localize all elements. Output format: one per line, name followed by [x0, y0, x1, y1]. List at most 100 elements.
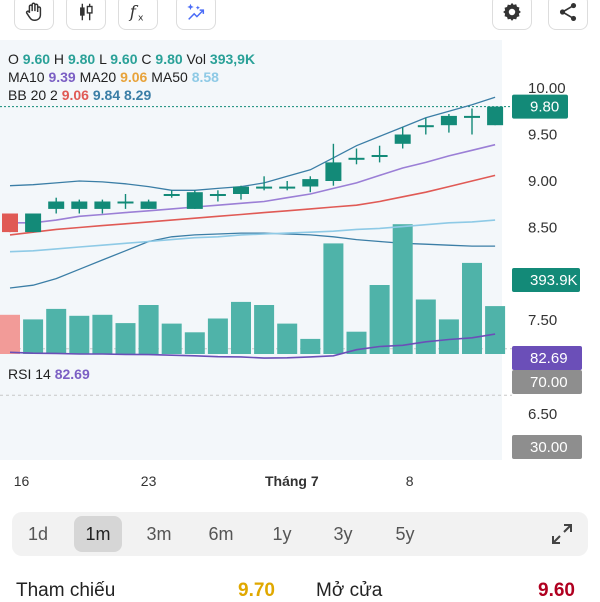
tab-6m[interactable]: 6m	[208, 524, 234, 544]
candle-body	[209, 194, 226, 196]
candle-body	[371, 155, 388, 157]
ohlc-legend: O 9.60 H 9.80 L 9.60 C 9.80 Vol 393,9K M…	[8, 50, 255, 104]
bb-lower-value: 9.06	[61, 87, 89, 103]
candlestick-icon	[80, 3, 93, 21]
settings-button[interactable]	[492, 0, 532, 30]
candle-body	[302, 179, 319, 187]
tab-1d[interactable]: 1d	[27, 524, 49, 544]
volume-bar	[92, 314, 113, 354]
candle-body	[325, 162, 342, 181]
candle-body	[348, 157, 365, 160]
rsi-value-badge-bg	[512, 346, 582, 370]
price-tick-label: 6.50	[528, 406, 557, 423]
tab-3m[interactable]: 3m	[146, 524, 172, 544]
volume-bar	[369, 285, 390, 354]
rsi-label: RSI 14	[8, 366, 51, 382]
x-tick-label: 8	[405, 473, 414, 489]
candle-body	[464, 115, 480, 118]
rsi-70-badge: 70.00	[530, 374, 568, 391]
reference-price-label: Tham chiếu	[16, 580, 116, 601]
ma10-label: MA10	[8, 69, 45, 85]
tab-3y[interactable]: 3y	[333, 524, 353, 544]
bb-label: BB 20 2	[8, 87, 58, 103]
share-button[interactable]	[548, 0, 588, 30]
svg-text:x: x	[138, 12, 144, 23]
volume-bar	[161, 323, 182, 354]
last-price-badge: 9.80	[530, 99, 559, 116]
ma20-value: 9.06	[120, 69, 148, 85]
ai-tools-button[interactable]	[176, 0, 216, 30]
low-label: L	[99, 51, 107, 67]
drawing-tools-button[interactable]	[14, 0, 54, 30]
volume-badge: 393.9K	[530, 272, 578, 289]
gear-icon	[503, 2, 521, 21]
ma10-value: 9.39	[48, 69, 76, 85]
volume-bar	[138, 305, 159, 354]
volume-bar	[184, 332, 205, 354]
low-value: 9.60	[110, 51, 138, 67]
bb-upper-value: 8.29	[124, 87, 152, 103]
rsi-line	[9, 333, 496, 359]
candle-body	[394, 134, 411, 144]
volume-bar	[300, 338, 321, 354]
tab-5y[interactable]: 5y	[395, 524, 415, 544]
volume-bar	[207, 318, 228, 354]
price-tick-label: 9.50	[528, 127, 557, 144]
candle-body	[256, 186, 273, 189]
tab-1y[interactable]: 1y	[272, 524, 292, 544]
close-value: 9.80	[155, 51, 183, 67]
volume-bar	[254, 305, 275, 354]
volume-bar	[277, 323, 298, 354]
price-tick-label: 9.00	[528, 173, 557, 190]
ma10-line	[10, 143, 496, 224]
volume-bar	[485, 306, 506, 354]
candle-body	[2, 213, 18, 233]
magic-icon	[187, 3, 205, 20]
candle-body	[440, 115, 457, 126]
ma50-line	[9, 219, 496, 253]
bb-upper-line	[9, 96, 496, 191]
volume-bar	[46, 308, 67, 354]
open-price-value: 9.60	[538, 580, 575, 601]
reference-price-value: 9.70	[238, 580, 275, 601]
tab-1m[interactable]: 1m	[74, 516, 122, 552]
volume-bar	[231, 301, 251, 354]
volume-bar	[23, 319, 44, 354]
candle-body	[279, 186, 296, 189]
ma20-line	[9, 174, 496, 236]
ma-row: MA10 9.39 MA20 9.06 MA50 8.58	[8, 68, 255, 86]
high-value: 9.80	[67, 51, 96, 67]
candle-body	[48, 201, 65, 209]
candle-body	[94, 201, 111, 209]
candle-body	[186, 192, 203, 209]
volume-bar	[69, 315, 90, 354]
volume-badge-bg	[512, 268, 580, 292]
x-tick-label: 16	[13, 473, 30, 489]
candle-body	[417, 125, 434, 128]
candle-body	[140, 201, 157, 209]
ma50-label: MA50	[151, 69, 188, 85]
volume-bar	[346, 331, 367, 354]
chart-type-button[interactable]	[66, 0, 106, 30]
bb-row: BB 20 2 9.06 9.84 8.29	[8, 86, 255, 104]
volume-value: 393,9K	[209, 51, 256, 67]
rsi-legend: RSI 14 82.69	[8, 366, 90, 382]
volume-bar	[323, 243, 344, 354]
ma50-value: 8.58	[191, 69, 219, 85]
share-icon	[559, 3, 577, 21]
rsi-value-badge: 82.69	[530, 350, 568, 367]
bb-lower-line	[9, 232, 496, 289]
price-tick-label: 10.00	[528, 80, 566, 97]
volume-bar	[392, 224, 413, 354]
period-tabs: 1d 1m 3m 6m 1y 3y 5y	[12, 512, 588, 556]
candle-body	[71, 201, 88, 209]
rsi-70-badge-bg	[512, 370, 582, 394]
price-chart[interactable]: 10.00 9.50 9.00 8.50 7.50 6.50 9.80 393.9K 82.69…	[0, 0, 600, 460]
rsi-30-badge-bg	[512, 435, 582, 459]
candle-body	[487, 106, 504, 126]
expand-icon[interactable]	[550, 522, 574, 546]
open-price-label: Mở cửa	[316, 580, 383, 601]
